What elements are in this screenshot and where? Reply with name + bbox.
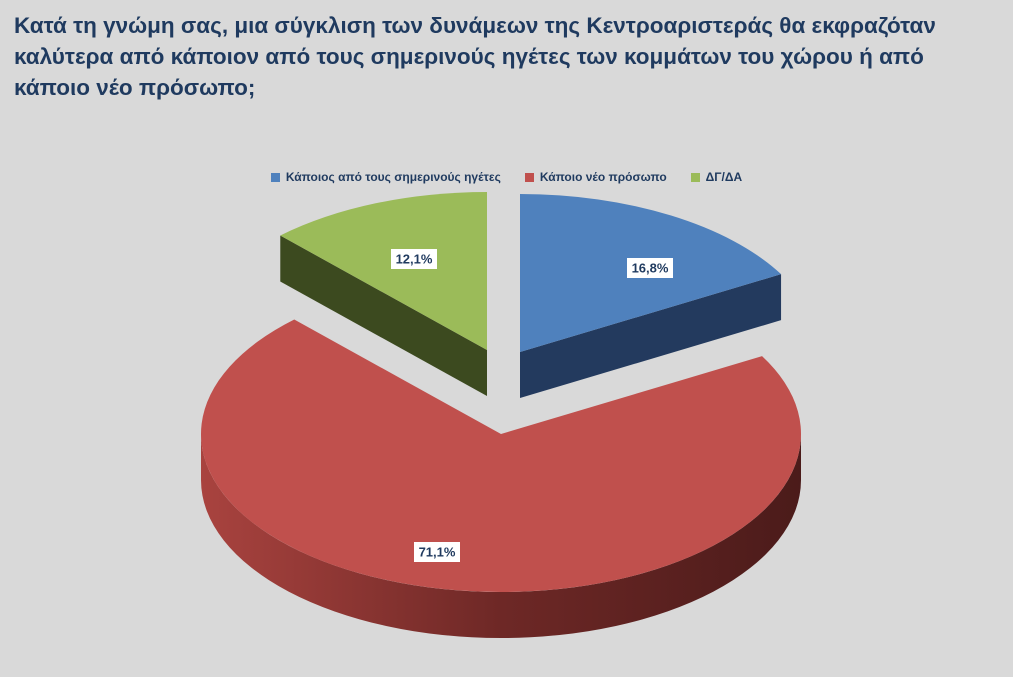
chart-title: Κατά τη γνώμη σας, μια σύγκλιση των δυνά…: [14, 13, 936, 100]
legend-swatch-current-leaders: [270, 172, 280, 182]
legend-item-current-leaders: Κάποιος από τους σημερινούς ηγέτες: [270, 170, 501, 184]
slice-side-dk-na: [280, 235, 487, 396]
data-label-new-person: 71,1%: [419, 545, 456, 560]
data-label-box-current-leaders: [627, 258, 673, 278]
slice-new-person: [200, 319, 801, 592]
legend-item-dk-na: ΔΓ/ΔΑ: [690, 170, 743, 184]
slice-side-new-person: [201, 434, 801, 638]
legend-label-new-person: Κάποιο νέο πρόσωπο: [539, 170, 667, 184]
data-label-box-new-person: [414, 542, 460, 562]
data-label-box-dk-na: [391, 249, 437, 269]
chart-legend: Κάποιος από τους σημερινούς ηγέτες Κάποι…: [0, 170, 1013, 184]
legend-label-current-leaders: Κάποιος από τους σημερινούς ηγέτες: [285, 170, 501, 184]
legend-label-dk-na: ΔΓ/ΔΑ: [705, 170, 743, 184]
slice-side-current-leaders: [520, 274, 782, 398]
legend-item-new-person: Κάποιο νέο πρόσωπο: [524, 170, 667, 184]
data-label-current-leaders: 16,8%: [632, 261, 669, 276]
legend-swatch-new-person: [524, 172, 534, 182]
slice-dk-na: [280, 192, 487, 350]
legend-swatch-dk-na: [690, 172, 700, 182]
data-label-dk-na: 12,1%: [396, 252, 433, 267]
